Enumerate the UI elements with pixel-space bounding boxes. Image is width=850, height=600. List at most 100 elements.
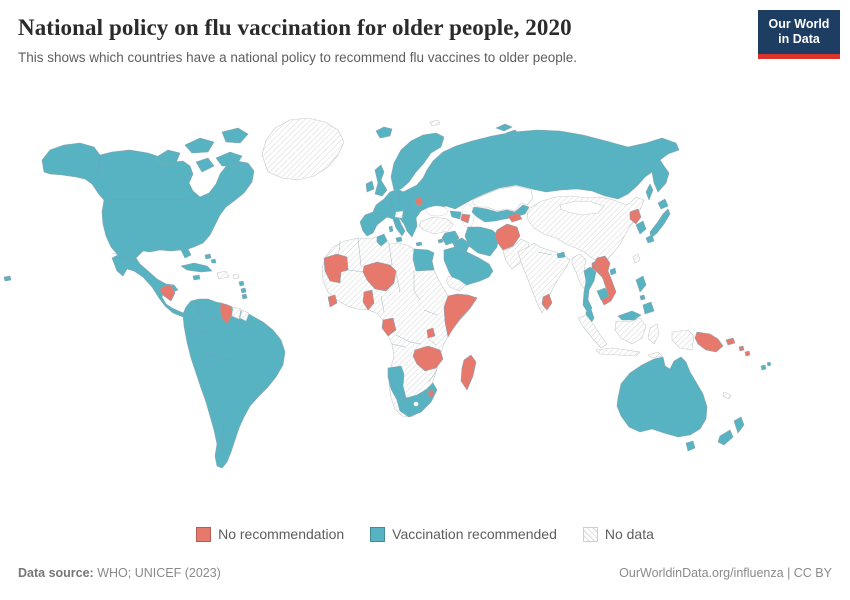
country-cambodia[interactable] bbox=[596, 287, 610, 301]
legend-item-vaccination-recommended[interactable]: Vaccination recommended bbox=[370, 526, 557, 542]
country-solomon-islands[interactable] bbox=[744, 350, 751, 357]
country-solomon-islands[interactable] bbox=[738, 345, 745, 352]
country-fiji[interactable] bbox=[766, 361, 772, 367]
country-cuba[interactable] bbox=[180, 262, 213, 273]
country-japan[interactable] bbox=[649, 208, 671, 239]
country-svalbard[interactable] bbox=[429, 119, 441, 127]
country-niger[interactable] bbox=[362, 261, 397, 292]
country-french-guiana[interactable] bbox=[239, 309, 250, 322]
country-edge-island[interactable] bbox=[3, 275, 12, 282]
country-egypt[interactable] bbox=[412, 248, 435, 272]
country-suriname[interactable] bbox=[231, 306, 242, 320]
country-south-korea[interactable] bbox=[635, 220, 647, 235]
country-caucasus[interactable] bbox=[449, 210, 462, 220]
country-mongolia[interactable] bbox=[559, 200, 605, 216]
country-indonesia[interactable] bbox=[595, 347, 641, 357]
country-indonesia[interactable] bbox=[671, 329, 695, 351]
country-iceland[interactable] bbox=[375, 126, 393, 139]
country-eswatini[interactable] bbox=[427, 389, 435, 398]
country-arctic-island[interactable] bbox=[184, 137, 215, 154]
country-arctic-island[interactable] bbox=[215, 151, 243, 167]
owid-url[interactable]: OurWorldinData.org/influenza | CC BY bbox=[619, 566, 832, 580]
country-bahamas[interactable] bbox=[204, 253, 212, 260]
country-timor[interactable] bbox=[647, 351, 663, 359]
country-arctic-island[interactable] bbox=[154, 149, 181, 166]
country-central-asia[interactable] bbox=[471, 204, 530, 223]
country-hispaniola[interactable] bbox=[216, 270, 230, 280]
country-indonesia[interactable] bbox=[647, 323, 660, 345]
country-yemen[interactable] bbox=[445, 275, 467, 292]
country-philippines[interactable] bbox=[635, 275, 647, 293]
country-lesotho[interactable] bbox=[413, 401, 419, 407]
country-levant[interactable] bbox=[441, 230, 460, 246]
country-burundi[interactable] bbox=[426, 327, 436, 339]
country-ireland[interactable] bbox=[365, 180, 375, 193]
country-north-korea[interactable] bbox=[629, 208, 642, 225]
country-azerbaijan[interactable] bbox=[460, 213, 471, 224]
country-papua-new-guinea[interactable] bbox=[694, 331, 724, 353]
country-antilles[interactable] bbox=[240, 287, 247, 294]
country-australia[interactable] bbox=[616, 356, 708, 438]
country-novaya-zemlya[interactable] bbox=[495, 123, 513, 132]
country-antilles[interactable] bbox=[238, 280, 245, 287]
country-sierra-leone[interactable] bbox=[327, 294, 338, 308]
country-cyprus[interactable] bbox=[437, 238, 444, 244]
legend-item-no-data[interactable]: No data bbox=[582, 526, 654, 542]
country-malaysia[interactable] bbox=[617, 310, 642, 321]
country-sakhalin[interactable] bbox=[645, 183, 654, 201]
country-japan[interactable] bbox=[657, 198, 669, 210]
country-gabon[interactable] bbox=[381, 317, 397, 337]
country-guyana[interactable] bbox=[219, 302, 233, 325]
country-ghana[interactable] bbox=[362, 289, 375, 311]
legend-item-no-recommendation[interactable]: No recommendation bbox=[196, 526, 344, 542]
country-tunisia[interactable] bbox=[376, 233, 388, 247]
country-sardinia[interactable] bbox=[388, 225, 394, 233]
country-sicily[interactable] bbox=[395, 236, 403, 243]
country-taiwan[interactable] bbox=[632, 253, 641, 264]
country-kazakhstan[interactable] bbox=[472, 185, 534, 212]
country-crete[interactable] bbox=[415, 241, 423, 247]
country-hainan[interactable] bbox=[609, 267, 617, 276]
country-somalia[interactable] bbox=[443, 293, 478, 338]
country-mauritania[interactable] bbox=[323, 253, 349, 284]
country-south-america[interactable] bbox=[182, 298, 286, 469]
country-puerto-rico[interactable] bbox=[232, 273, 240, 280]
owid-license-link[interactable]: OurWorldinData.org/influenza | CC BY bbox=[619, 566, 832, 580]
owid-logo[interactable]: Our World in Data bbox=[758, 10, 840, 59]
country-north-america[interactable] bbox=[41, 142, 255, 318]
country-indonesia[interactable] bbox=[577, 314, 608, 349]
country-vietnam[interactable] bbox=[593, 255, 617, 306]
country-bahamas[interactable] bbox=[210, 258, 217, 264]
country-new-britain[interactable] bbox=[725, 337, 736, 346]
country-europe-russia[interactable] bbox=[359, 129, 680, 238]
country-antilles[interactable] bbox=[241, 293, 248, 300]
country-moldova[interactable] bbox=[414, 196, 424, 207]
country-new-zealand[interactable] bbox=[733, 416, 745, 434]
country-india[interactable] bbox=[517, 242, 571, 314]
country-philippines[interactable] bbox=[642, 301, 655, 315]
country-indonesia[interactable] bbox=[614, 317, 647, 345]
country-arctic-island[interactable] bbox=[221, 127, 249, 144]
country-fiji[interactable] bbox=[760, 364, 767, 371]
country-south-africa[interactable] bbox=[396, 382, 438, 418]
country-afghanistan[interactable] bbox=[494, 223, 521, 251]
country-zambia[interactable] bbox=[412, 345, 444, 372]
country-madagascar[interactable] bbox=[460, 354, 477, 391]
country-arctic-island[interactable] bbox=[195, 157, 215, 173]
country-china[interactable] bbox=[526, 195, 645, 263]
country-sri-lanka[interactable] bbox=[541, 293, 553, 311]
country-nicaragua[interactable] bbox=[159, 284, 176, 302]
country-jamaica[interactable] bbox=[192, 274, 201, 281]
country-bosnia[interactable] bbox=[394, 210, 404, 219]
country-philippines[interactable] bbox=[639, 294, 646, 301]
country-new-caledonia[interactable] bbox=[722, 391, 732, 400]
country-saudi-arabia[interactable] bbox=[443, 246, 494, 288]
country-novaya-zemlya[interactable] bbox=[505, 129, 520, 138]
country-thailand[interactable] bbox=[582, 266, 597, 314]
country-iran[interactable] bbox=[464, 226, 500, 257]
country-tajikistan[interactable] bbox=[507, 212, 523, 223]
country-united-kingdom[interactable] bbox=[374, 164, 388, 197]
country-new-zealand[interactable] bbox=[717, 429, 734, 446]
country-japan[interactable] bbox=[645, 234, 655, 244]
